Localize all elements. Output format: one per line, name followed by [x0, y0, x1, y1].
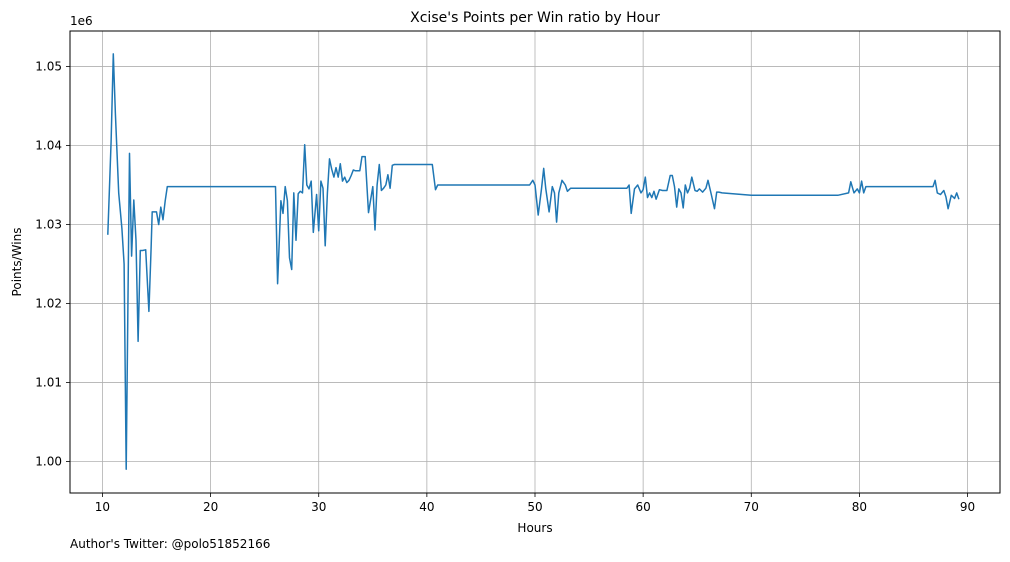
x-tick-label: 20: [203, 500, 218, 514]
x-tick-label: 70: [744, 500, 759, 514]
x-axis-label: Hours: [517, 521, 552, 535]
x-tick-label: 10: [95, 500, 110, 514]
chart-title: Xcise's Points per Win ratio by Hour: [410, 10, 660, 26]
x-tick-label: 90: [960, 500, 975, 514]
x-tick-label: 80: [852, 500, 867, 514]
axis-ticks: 10 20 30 40 50 60 70 80 90 1.00 1.01 1.02 1.03 1.04 1.…: [35, 60, 975, 514]
x-tick-label: 40: [419, 500, 434, 514]
series-layer: [107, 53, 960, 471]
y-tick-label: 1.04: [35, 139, 62, 153]
series-line-0: [107, 53, 960, 471]
y-offset-label: 1e6: [70, 14, 93, 28]
y-axis-label: Points/Wins: [10, 228, 24, 297]
y-tick-label: 1.05: [35, 60, 62, 74]
plot-frame: [69, 30, 1001, 494]
author-credit: Author's Twitter: @polo51852166: [70, 537, 271, 551]
x-tick-label: 50: [527, 500, 542, 514]
x-tick-label: 30: [311, 500, 326, 514]
grid-lines: [70, 31, 1000, 493]
y-tick-label: 1.03: [35, 217, 62, 231]
y-tick-label: 1.00: [35, 454, 62, 468]
y-tick-label: 1.01: [35, 375, 62, 389]
x-tick-label: 60: [635, 500, 650, 514]
y-tick-label: 1.02: [35, 296, 62, 310]
